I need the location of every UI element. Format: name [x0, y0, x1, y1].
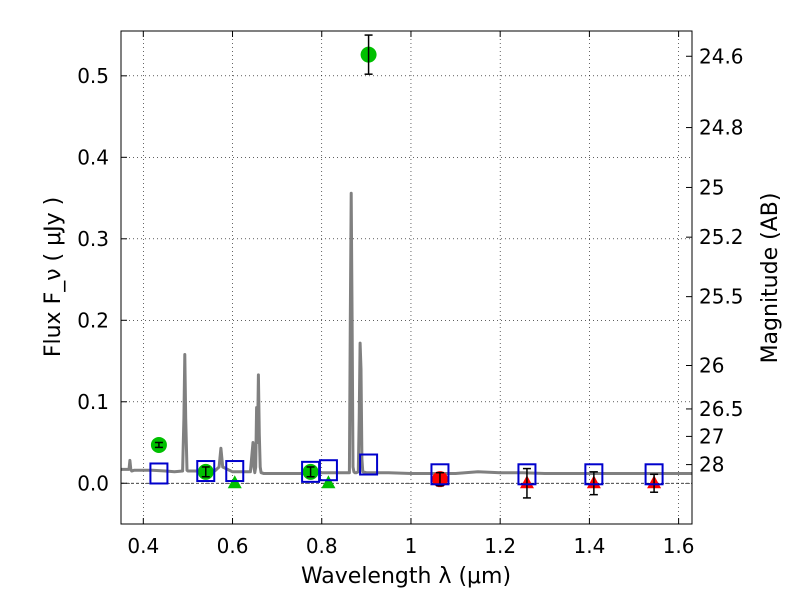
magnitude-tick-label: 26.5: [699, 397, 744, 421]
magnitude-tick-label: 24.6: [699, 44, 744, 68]
x-tick-label: 1.2: [484, 534, 516, 558]
magnitude-tick-label: 27: [699, 424, 724, 448]
x-tick-label: 0.6: [217, 534, 249, 558]
x-axis-label: Wavelength λ (μm): [301, 564, 511, 589]
y-tick-label: 0.1: [77, 390, 109, 414]
model-photometry-square: [149, 462, 169, 485]
model-photometry-square: [318, 459, 338, 482]
magnitude-tick-label: 25.5: [699, 285, 744, 309]
plot-frame: [120, 30, 693, 525]
x-tick-label: 0.4: [127, 534, 159, 558]
model-photometry-square: [225, 460, 245, 483]
x-tick-label: 1.4: [573, 534, 605, 558]
y-tick-label: 0.3: [77, 227, 109, 251]
grid-lines: [121, 31, 692, 524]
data-points: [149, 34, 664, 499]
model-photometry-square: [644, 463, 664, 486]
y-tick-label: 0.2: [77, 308, 109, 332]
model-photometry-square: [517, 463, 537, 486]
y-axis-right-label: Magnitude (AB): [758, 193, 783, 364]
model-photometry-square: [359, 453, 379, 476]
magnitude-tick-label: 26: [699, 354, 724, 378]
y-tick-label: 0.0: [77, 471, 109, 495]
y-axis-label: Flux F_ν ( μJy ): [41, 197, 66, 357]
model-photometry-square: [430, 463, 450, 486]
y-tick-label: 0.5: [77, 64, 109, 88]
magnitude-tick-label: 24.8: [699, 116, 744, 140]
model-photometry-square: [196, 460, 216, 483]
x-tick-label: 1.6: [663, 534, 695, 558]
upper-limit-triangle: [321, 475, 336, 489]
magnitude-tick-label: 25: [699, 175, 724, 199]
axis-ticks: 0.4 0.6 0.8 1 1.2 1.4 1.6 0.0 0.1 0.2 0.3 0.4 0.5 24.…: [77, 31, 744, 558]
magnitude-tick-label: 25.2: [699, 225, 744, 249]
x-tick-label: 0.8: [306, 534, 338, 558]
y-tick-label: 0.4: [77, 145, 109, 169]
model-photometry-square: [584, 463, 604, 486]
model-spectrum-line: [121, 191, 692, 475]
x-tick-label: 1: [405, 534, 418, 558]
model-spectrum-series: [121, 191, 692, 475]
magnitude-tick-label: 28: [699, 453, 724, 477]
